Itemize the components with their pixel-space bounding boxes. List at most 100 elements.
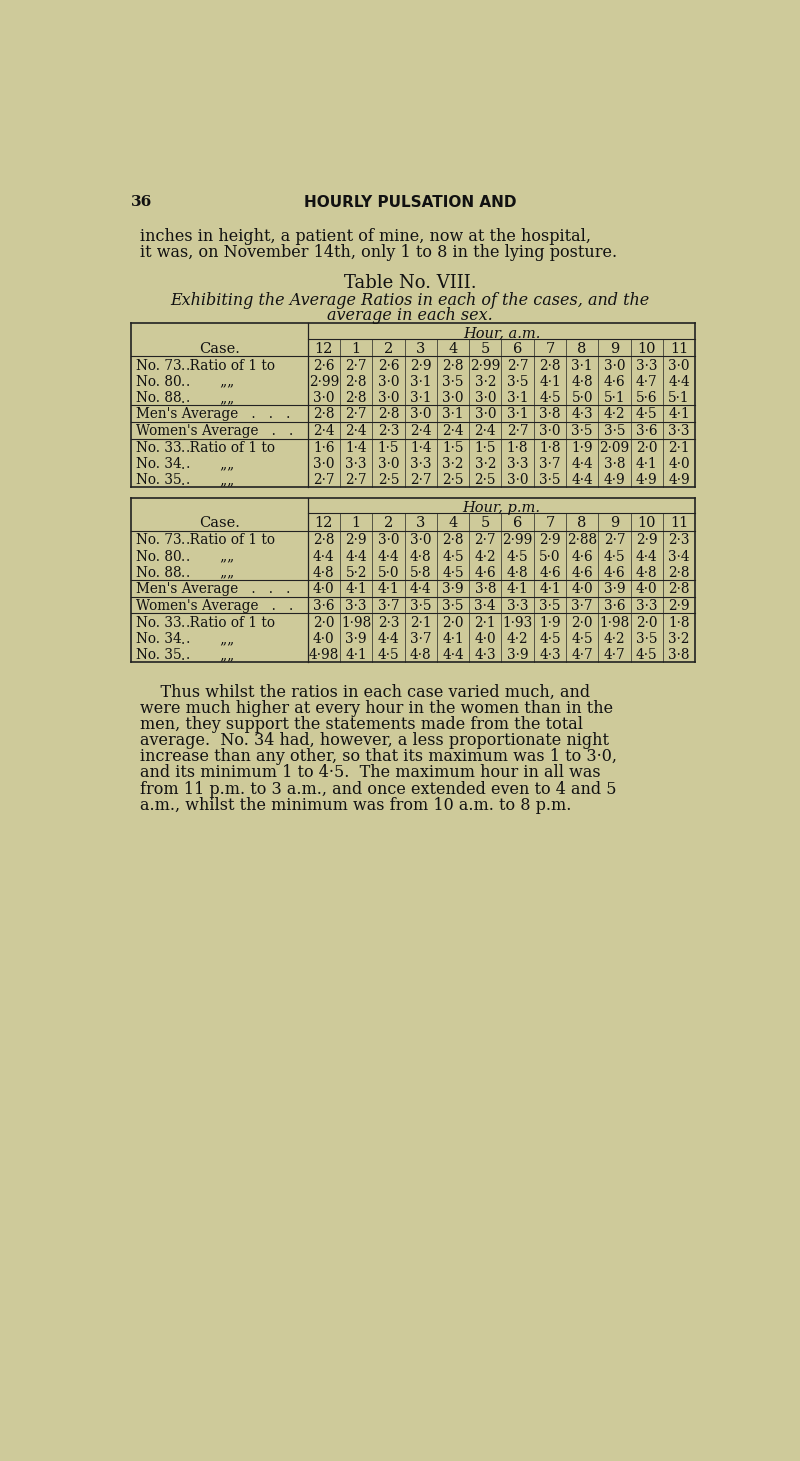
Text: No. 73 .: No. 73 . (136, 533, 190, 548)
Text: men, they support the statements made from the total: men, they support the statements made fr… (140, 716, 583, 733)
Text: 4·1: 4·1 (539, 581, 561, 596)
Text: 2·8: 2·8 (346, 375, 367, 389)
Text: 1·8: 1·8 (668, 615, 690, 630)
Text: 4·0: 4·0 (313, 581, 334, 596)
Text: 3·5: 3·5 (442, 375, 464, 389)
Text: 3·9: 3·9 (506, 649, 529, 662)
Text: 4·4: 4·4 (636, 549, 658, 564)
Text: 3·1: 3·1 (442, 408, 464, 421)
Text: 36: 36 (131, 194, 152, 209)
Text: 4·4: 4·4 (378, 549, 399, 564)
Text: 2·88: 2·88 (567, 533, 598, 548)
Text: 3·1: 3·1 (507, 408, 528, 421)
Text: 4·6: 4·6 (539, 565, 561, 580)
Text: 2·0: 2·0 (571, 615, 593, 630)
Text: 1: 1 (351, 516, 361, 530)
Text: 2·5: 2·5 (474, 473, 496, 488)
Text: 4·9: 4·9 (603, 473, 626, 488)
Text: 4·4: 4·4 (410, 581, 431, 596)
Text: 3·0: 3·0 (378, 375, 399, 389)
Text: 4·2: 4·2 (604, 408, 626, 421)
Text: 4·4: 4·4 (571, 473, 593, 488)
Text: No. 80 .: No. 80 . (136, 375, 190, 389)
Text: 5·0: 5·0 (539, 549, 561, 564)
Text: 4·5: 4·5 (442, 549, 464, 564)
Text: 4·6: 4·6 (474, 565, 496, 580)
Text: 3·5: 3·5 (571, 424, 593, 438)
Text: 1·5: 1·5 (474, 441, 496, 454)
Text: 4·1: 4·1 (539, 375, 561, 389)
Text: 11: 11 (670, 516, 688, 530)
Text: 4·5: 4·5 (604, 549, 626, 564)
Text: 3·0: 3·0 (378, 533, 399, 548)
Text: 1·5: 1·5 (378, 441, 399, 454)
Text: 2·1: 2·1 (410, 615, 431, 630)
Text: 2·1: 2·1 (668, 441, 690, 454)
Text: 2·99: 2·99 (502, 533, 533, 548)
Text: . Ratio of 1 to: . Ratio of 1 to (181, 533, 274, 548)
Text: 2·4: 2·4 (474, 424, 496, 438)
Text: No. 33 .: No. 33 . (136, 615, 190, 630)
Text: 2: 2 (384, 516, 393, 530)
Text: . Ratio of 1 to: . Ratio of 1 to (181, 358, 274, 373)
Text: 4·2: 4·2 (474, 549, 496, 564)
Text: 3·7: 3·7 (571, 599, 593, 612)
Text: 2·9: 2·9 (668, 599, 690, 612)
Text: Men's Average   .   .   .: Men's Average . . . (136, 408, 290, 421)
Text: 4·9: 4·9 (636, 473, 658, 488)
Text: 3·7: 3·7 (539, 457, 561, 470)
Text: 5·6: 5·6 (636, 392, 658, 405)
Text: 2·6: 2·6 (378, 358, 399, 373)
Text: 2·9: 2·9 (539, 533, 561, 548)
Text: 4·6: 4·6 (571, 549, 593, 564)
Text: 4·5: 4·5 (571, 633, 593, 646)
Text: 4·5: 4·5 (539, 392, 561, 405)
Text: 4·1: 4·1 (346, 649, 367, 662)
Text: a.m., whilst the minimum was from 10 a.m. to 8 p.m.: a.m., whilst the minimum was from 10 a.m… (140, 796, 572, 814)
Text: 3·1: 3·1 (410, 375, 431, 389)
Text: 11: 11 (670, 342, 688, 355)
Text: 1·8: 1·8 (507, 441, 528, 454)
Text: 2·4: 2·4 (410, 424, 431, 438)
Text: 1·98: 1·98 (599, 615, 630, 630)
Text: 10: 10 (638, 342, 656, 355)
Text: 4·5: 4·5 (506, 549, 529, 564)
Text: Case.: Case. (199, 516, 240, 530)
Text: 3·5: 3·5 (507, 375, 528, 389)
Text: 3·8: 3·8 (668, 649, 690, 662)
Text: 3·5: 3·5 (604, 424, 626, 438)
Text: 2·7: 2·7 (346, 473, 367, 488)
Text: .        „„: . „„ (181, 633, 234, 646)
Text: 3·8: 3·8 (604, 457, 626, 470)
Text: 3·0: 3·0 (378, 457, 399, 470)
Text: 3·2: 3·2 (442, 457, 464, 470)
Text: 3·0: 3·0 (474, 408, 496, 421)
Text: 3·9: 3·9 (604, 581, 626, 596)
Text: 4·5: 4·5 (636, 408, 658, 421)
Text: 3·5: 3·5 (636, 633, 658, 646)
Text: 3·4: 3·4 (668, 549, 690, 564)
Text: 4·8: 4·8 (410, 549, 431, 564)
Text: .        „„: . „„ (181, 549, 234, 564)
Text: 3·3: 3·3 (410, 457, 431, 470)
Text: 4·9: 4·9 (668, 473, 690, 488)
Text: 12: 12 (314, 516, 333, 530)
Text: 5·1: 5·1 (668, 392, 690, 405)
Text: 3·1: 3·1 (571, 358, 593, 373)
Text: . Ratio of 1 to: . Ratio of 1 to (181, 615, 274, 630)
Text: Hour, p.m.: Hour, p.m. (462, 501, 541, 516)
Text: 5·2: 5·2 (346, 565, 367, 580)
Text: it was, on November 14th, only 1 to 8 in the lying posture.: it was, on November 14th, only 1 to 8 in… (140, 244, 618, 262)
Text: 3·0: 3·0 (410, 408, 431, 421)
Text: 4·5: 4·5 (442, 565, 464, 580)
Text: inches in height, a patient of mine, now at the hospital,: inches in height, a patient of mine, now… (140, 228, 591, 244)
Text: 2·7: 2·7 (313, 473, 334, 488)
Text: 2·3: 2·3 (378, 424, 399, 438)
Text: 3·5: 3·5 (539, 473, 561, 488)
Text: 2·7: 2·7 (604, 533, 626, 548)
Text: 2·8: 2·8 (668, 565, 690, 580)
Text: 5·0: 5·0 (571, 392, 593, 405)
Text: . Ratio of 1 to: . Ratio of 1 to (181, 441, 274, 454)
Text: 4·8: 4·8 (506, 565, 529, 580)
Text: 1: 1 (351, 342, 361, 355)
